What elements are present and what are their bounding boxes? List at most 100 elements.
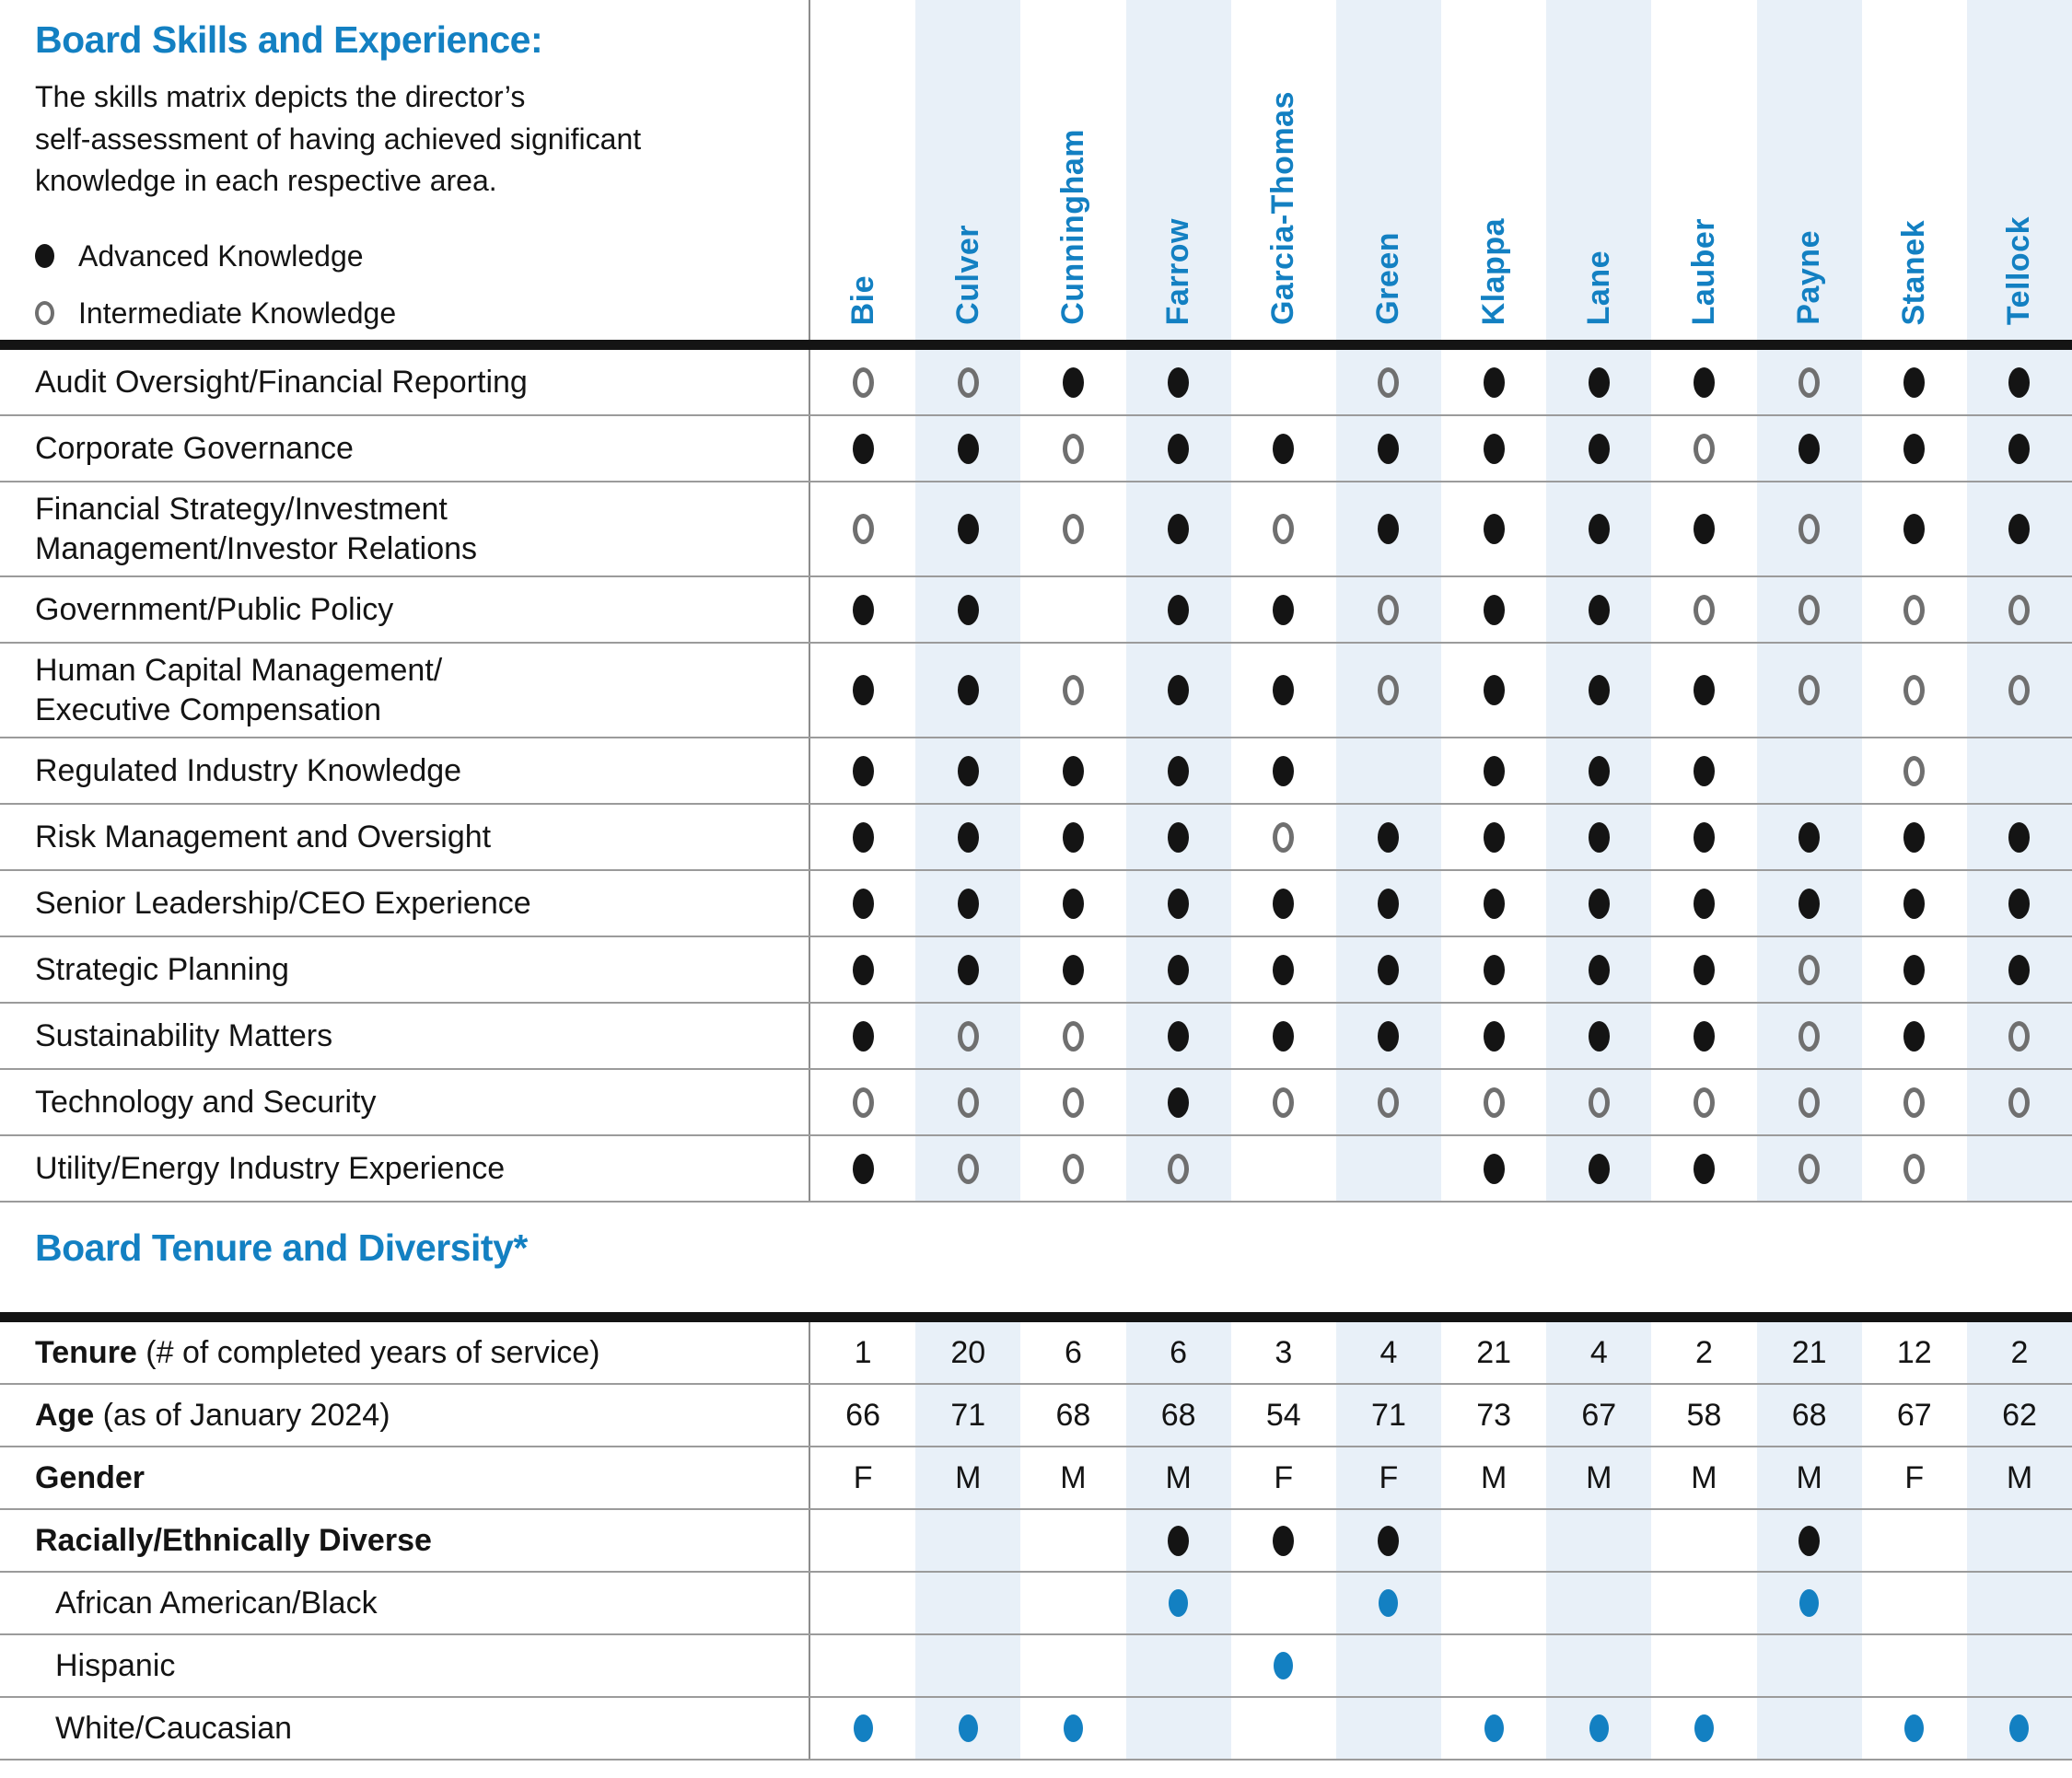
advanced-dot — [1273, 1020, 1295, 1052]
advanced-dot — [1062, 954, 1084, 985]
skill-cell — [810, 1136, 915, 1201]
advanced-dot — [1903, 888, 1926, 919]
skill-cell — [915, 482, 1021, 575]
intermediate-dot — [1798, 954, 1821, 985]
intermediate-dot — [1798, 1020, 1821, 1052]
advanced-dot — [957, 433, 979, 464]
skill-cell — [1335, 644, 1442, 737]
skill-cell — [1231, 644, 1336, 737]
intermediate-dot — [957, 366, 979, 398]
skill-cell — [1231, 350, 1336, 414]
advanced-dot — [1693, 1020, 1715, 1052]
skill-cell — [1966, 416, 2072, 481]
tenure-row: Tenure (# of completed years of service)… — [0, 1322, 2072, 1385]
tenure-cell — [1862, 1510, 1967, 1571]
director-name-label: Cunningham — [1054, 129, 1090, 325]
intermediate-dot — [1903, 755, 1926, 786]
skill-cell — [1441, 644, 1546, 737]
legend-advanced-label: Advanced Knowledge — [78, 238, 364, 273]
skill-cell — [1125, 644, 1231, 737]
skill-cell — [1966, 1070, 2072, 1134]
skill-cell — [1125, 1136, 1231, 1201]
tenure-cell: F — [1274, 1459, 1294, 1495]
advanced-dot — [1378, 888, 1400, 919]
skill-label-line: Utility/Energy Industry Experience — [35, 1150, 506, 1186]
intermediate-dot — [2008, 594, 2031, 625]
advanced-dot — [1168, 675, 1190, 705]
advanced-dot — [957, 755, 979, 786]
skill-row: Sustainability Matters — [0, 1004, 2072, 1070]
skill-cell — [1966, 871, 2072, 935]
tenure-diversity-table: Tenure (# of completed years of service)… — [0, 1312, 2072, 1761]
skill-cell — [1862, 937, 1967, 1002]
skill-cell — [1651, 937, 1756, 1002]
skill-cell — [1335, 805, 1442, 869]
tenure-label-line: Racially/Ethnically Diverse — [35, 1522, 432, 1558]
tenure-cell — [1651, 1573, 1756, 1633]
tenure-cell — [1335, 1635, 1442, 1696]
director-header: Cunningham — [1020, 0, 1125, 340]
advanced-dot — [1168, 821, 1190, 853]
skill-cell — [1335, 416, 1442, 481]
advanced-dot — [852, 1153, 874, 1184]
tenure-cell: 3 — [1275, 1334, 1293, 1370]
intermediate-dot — [957, 1020, 979, 1052]
tenure-row: White/Caucasian — [0, 1698, 2072, 1761]
skill-cell — [1651, 1004, 1756, 1068]
advanced-dot — [1483, 366, 1505, 398]
tenure-cell — [1862, 1635, 1967, 1696]
director-name-label: Lauber — [1685, 217, 1721, 325]
skill-row: Regulated Industry Knowledge — [0, 738, 2072, 805]
tenure-cell: M — [1546, 1447, 1652, 1508]
skill-cell — [1546, 1004, 1652, 1068]
skill-cell — [1335, 1004, 1442, 1068]
advanced-dot — [957, 675, 979, 705]
skill-cell — [1966, 937, 2072, 1002]
tenure-cell: 1 — [854, 1334, 872, 1370]
tenure-cell — [915, 1635, 1021, 1696]
skill-cell — [1651, 805, 1756, 869]
tenure-cell: 54 — [1265, 1397, 1301, 1433]
skill-cell — [810, 805, 915, 869]
director-name-label: Culver — [949, 225, 985, 325]
director-header: Klappa — [1441, 0, 1546, 340]
tenure-cell: 21 — [1756, 1322, 1862, 1383]
skill-cell — [1756, 577, 1862, 642]
tenure-cell: M — [1060, 1459, 1087, 1495]
intermediate-dot — [1693, 433, 1715, 464]
skill-cell — [1862, 644, 1967, 737]
advanced-dot — [2008, 366, 2031, 398]
advanced-dot — [1168, 1020, 1190, 1052]
tenure-cell: 4 — [1546, 1322, 1652, 1383]
tenure-cell — [1335, 1510, 1442, 1571]
intermediate-dot — [852, 366, 874, 398]
skill-cell — [1125, 1004, 1231, 1068]
tenure-cell: 66 — [845, 1397, 880, 1433]
skill-cell — [915, 738, 1021, 803]
skill-cell — [1231, 482, 1336, 575]
skill-cell — [1335, 1070, 1442, 1134]
advanced-dot — [1168, 755, 1190, 786]
tenure-cell — [810, 1698, 915, 1759]
tenure-cell: 71 — [1335, 1385, 1442, 1446]
skill-row: Utility/Energy Industry Experience — [0, 1136, 2072, 1203]
skills-section-title: Board Skills and Experience: — [35, 18, 543, 61]
skill-label-line: Senior Leadership/CEO Experience — [35, 885, 531, 921]
skill-cell — [1231, 738, 1336, 803]
advanced-dot — [1903, 433, 1926, 464]
intermediate-dot — [1062, 433, 1084, 464]
tenure-cell — [1231, 1635, 1336, 1696]
tenure-cell: 68 — [1125, 1385, 1231, 1446]
director-header: Lauber — [1651, 0, 1756, 340]
advanced-dot — [1693, 1153, 1715, 1184]
intermediate-dot — [1588, 1087, 1610, 1118]
advanced-dot — [957, 888, 979, 919]
skill-cell — [915, 416, 1021, 481]
tenure-label-line: Gender — [35, 1459, 146, 1495]
advanced-dot — [1798, 888, 1821, 919]
advanced-dot — [1693, 675, 1715, 705]
tenure-cell — [1335, 1573, 1442, 1633]
intermediate-dot — [957, 1153, 979, 1184]
tenure-row-label: White/Caucasian — [0, 1698, 810, 1759]
